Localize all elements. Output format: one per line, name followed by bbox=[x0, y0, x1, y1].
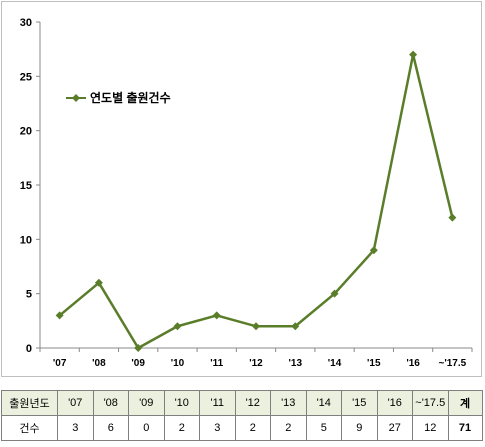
x-axis-ticks: '07 '08 '09 '10 '11 '12 '13 '14 '15 '16 ~'17.5 bbox=[39, 348, 473, 369]
table-year-cell: '13 bbox=[270, 390, 307, 416]
table-year-cell: '07 bbox=[57, 390, 94, 416]
chart-frame: 0 5 10 15 20 25 30 '07 '08 '09 '10 '11 '12 '13 '14 '15… bbox=[1, 1, 482, 377]
x-tick-label: '12 bbox=[249, 358, 263, 369]
legend-marker bbox=[72, 94, 80, 102]
table-count-cell: 9 bbox=[341, 415, 378, 441]
data-point bbox=[448, 213, 457, 222]
data-point bbox=[330, 289, 339, 298]
data-point bbox=[409, 50, 418, 59]
table-year-cell: '11 bbox=[199, 390, 236, 416]
table-year-cell: '12 bbox=[234, 390, 271, 416]
table-year-cell: '15 bbox=[341, 390, 378, 416]
y-tick-label: 0 bbox=[26, 343, 32, 355]
data-point bbox=[291, 322, 300, 331]
table-count-cell: 3 bbox=[57, 415, 94, 441]
table-total-label: 계 bbox=[447, 390, 483, 416]
data-table: 출원년도 '07'08'09'10'11'12'13'14'15'16 ~'17.… bbox=[1, 390, 483, 441]
legend-label: 연도별 출원건수 bbox=[90, 90, 171, 105]
table-count-row: 건수 3 6 0 2 3 2 2 5 9 27 12 71 bbox=[1, 415, 483, 441]
table-year-cell: '08 bbox=[92, 390, 129, 416]
x-tick-label: '09 bbox=[131, 358, 145, 369]
table-year-cell: ~'17.5 bbox=[412, 390, 449, 416]
data-point bbox=[173, 322, 182, 331]
table-count-cell: 27 bbox=[376, 415, 413, 441]
y-tick-label: 25 bbox=[20, 71, 32, 83]
table-year-cell: '10 bbox=[163, 390, 200, 416]
data-point bbox=[55, 311, 64, 320]
y-tick-label: 5 bbox=[26, 289, 32, 301]
table-count-cell: 6 bbox=[92, 415, 129, 441]
table-count-cell: 2 bbox=[270, 415, 307, 441]
data-point bbox=[252, 322, 260, 331]
data-point bbox=[94, 278, 103, 287]
table-year-cell: '16 bbox=[376, 390, 413, 416]
table-header-row: 출원년도 '07'08'09'10'11'12'13'14'15'16 ~'17.… bbox=[1, 390, 483, 416]
x-tick-label: '11 bbox=[210, 358, 223, 369]
line-chart: 0 5 10 15 20 25 30 '07 '08 '09 '10 '11 '12 '13 '14 '15… bbox=[20, 17, 473, 369]
y-axis-ticks: 0 5 10 15 20 25 30 bbox=[20, 17, 40, 355]
x-tick-label: '14 bbox=[328, 358, 342, 369]
table-header-label: 출원년도 bbox=[1, 390, 58, 416]
y-tick-label: 30 bbox=[20, 17, 32, 29]
x-tick-label: '15 bbox=[367, 358, 381, 369]
chart-axes bbox=[39, 22, 472, 349]
x-tick-label: '16 bbox=[406, 358, 420, 369]
table-count-cell: 12 bbox=[412, 415, 449, 441]
table-count-label: 건수 bbox=[1, 415, 58, 441]
x-tick-label: '10 bbox=[171, 358, 185, 369]
x-tick-label: ~'17.5 bbox=[439, 358, 467, 369]
table-count-cell: 2 bbox=[234, 415, 271, 441]
x-tick-label: '07 bbox=[53, 358, 67, 369]
table-count-cell: 0 bbox=[128, 415, 165, 441]
data-point bbox=[134, 344, 143, 352]
x-tick-label: '13 bbox=[289, 358, 303, 369]
y-tick-label: 10 bbox=[20, 234, 32, 246]
table-count-cell: 5 bbox=[305, 415, 342, 441]
table-count-cell: 3 bbox=[199, 415, 236, 441]
table-count-cell: 2 bbox=[163, 415, 200, 441]
data-point bbox=[212, 311, 221, 320]
table-year-cell: '14 bbox=[305, 390, 342, 416]
data-point bbox=[369, 246, 378, 255]
legend: 연도별 출원건수 bbox=[66, 90, 171, 105]
table-year-cell: '09 bbox=[128, 390, 165, 416]
y-tick-label: 20 bbox=[20, 126, 32, 138]
x-tick-label: '08 bbox=[92, 358, 106, 369]
series-line bbox=[55, 50, 457, 352]
y-tick-label: 15 bbox=[20, 180, 32, 192]
table-total-value: 71 bbox=[447, 415, 483, 441]
